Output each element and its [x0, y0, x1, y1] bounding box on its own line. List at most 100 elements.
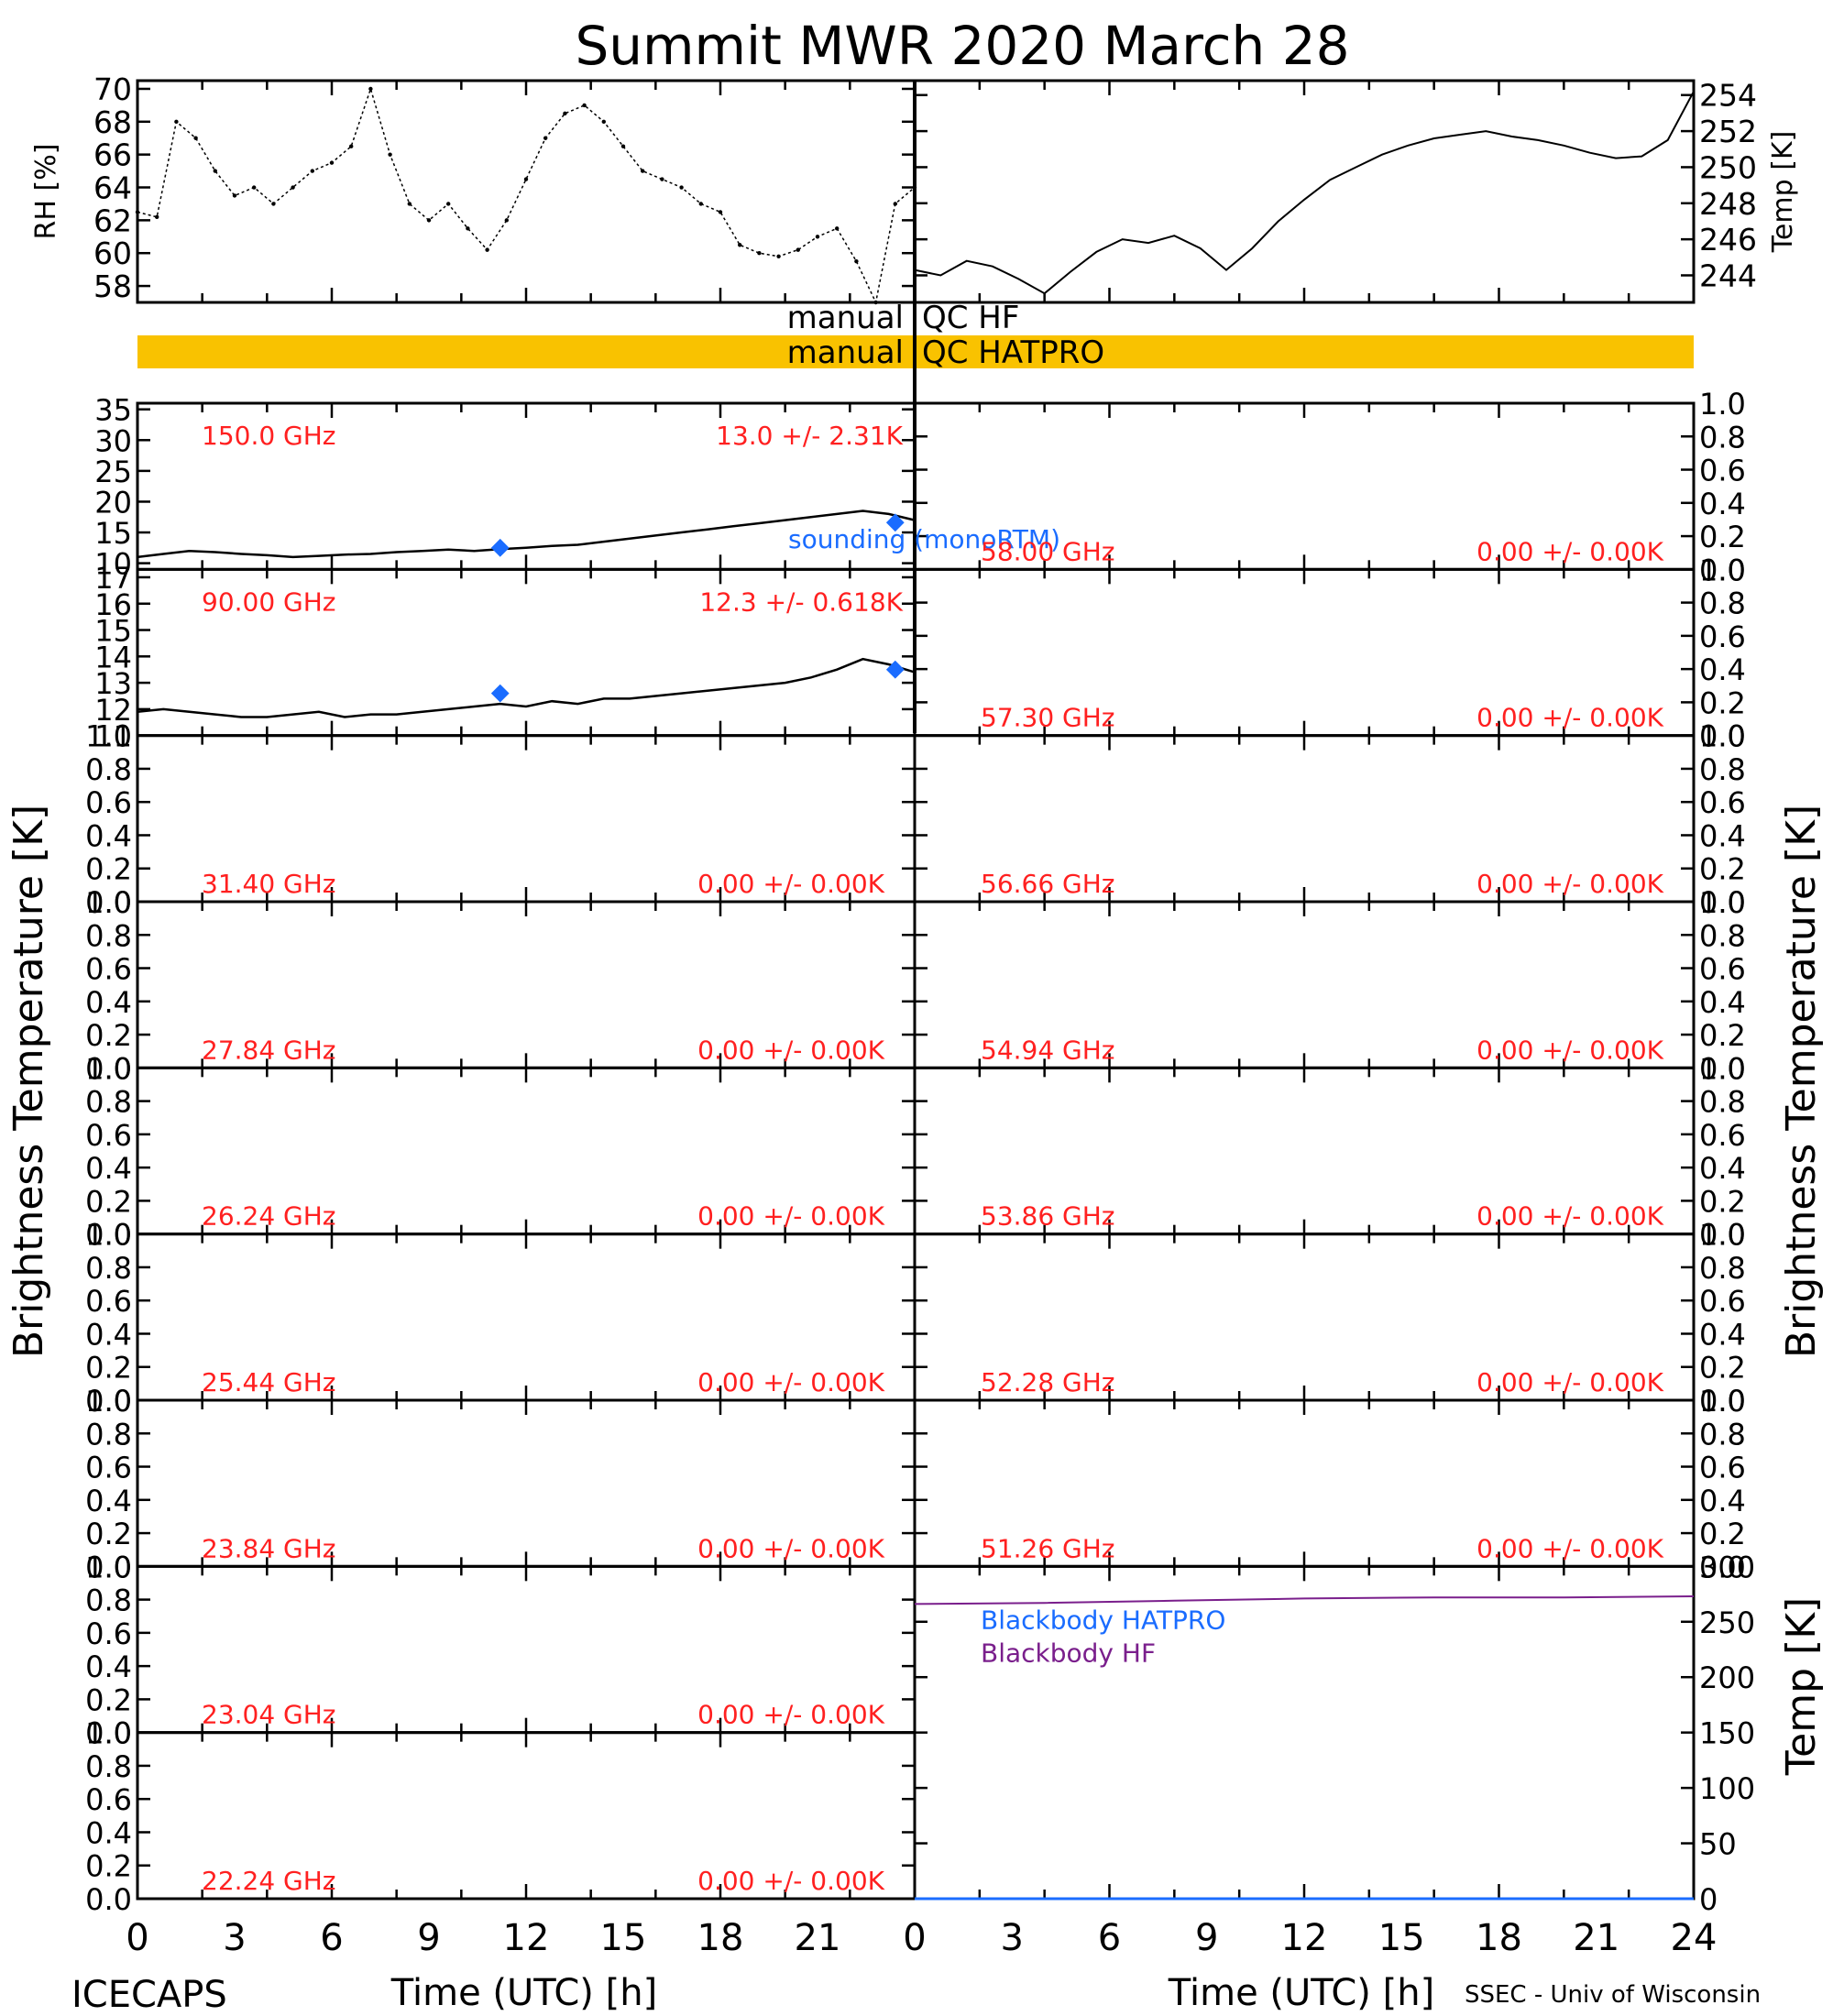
data-point	[660, 177, 664, 181]
data-point	[738, 243, 742, 247]
y-tick-label: 1.0	[85, 1218, 132, 1253]
channel-label: 56.66 GHz	[981, 869, 1115, 899]
channel-label: 25.44 GHz	[202, 1367, 336, 1397]
stats-label: 0.00 +/- 0.00K	[1476, 1201, 1663, 1232]
data-point	[193, 136, 198, 140]
data-point	[718, 210, 723, 214]
data-point	[213, 169, 217, 173]
y-tick-label: 0.0	[1699, 1051, 1746, 1086]
data-point	[893, 202, 897, 206]
channel-label: 23.04 GHz	[202, 1700, 336, 1730]
x-tick-label: 3	[223, 1917, 246, 1959]
data-point	[582, 103, 587, 108]
y-tick-label: 0.8	[85, 1583, 132, 1618]
y-tick-label: 150	[1699, 1716, 1755, 1751]
sounding-label: sounding (monoRTM)	[788, 524, 1060, 554]
y-tick-label: 0.8	[85, 918, 132, 953]
y-tick-label: 0.2	[85, 1517, 132, 1551]
stats-label: 0.00 +/- 0.00K	[697, 1367, 884, 1397]
footer-left: ICECAPS	[71, 1974, 227, 2016]
chart-title: Summit MWR 2020 March 28	[575, 15, 1349, 77]
channel-label: 22.24 GHz	[202, 1866, 336, 1896]
data-point	[873, 300, 878, 305]
y-tick-label: 66	[93, 137, 132, 173]
stats-label: 0.00 +/- 0.00K	[1476, 703, 1663, 733]
y-tick-label: 0.2	[85, 1351, 132, 1386]
x-tick-label: 21	[795, 1917, 841, 1959]
y-tick-label: 1.0	[1699, 885, 1746, 920]
y-tick-label: 0.8	[85, 1749, 132, 1784]
data-point	[698, 202, 703, 206]
stats-label: 12.3 +/- 0.618K	[699, 586, 903, 617]
rh-series	[137, 86, 916, 305]
y-tick-label: 0.2	[1699, 685, 1746, 720]
y-tick-label: 11	[94, 719, 132, 754]
stats-label: 13.0 +/- 2.31K	[716, 421, 903, 451]
y-tick-label: 0.0	[1699, 885, 1746, 920]
y-tick-label: 10	[94, 547, 132, 582]
data-point	[835, 226, 840, 231]
y-tick-label: 0.8	[1699, 918, 1746, 953]
y-tick-label: 0.8	[1699, 586, 1746, 621]
tb-left-ylabel: Brightness Temperature [K]	[5, 805, 52, 1358]
y-tick-label: 244	[1699, 257, 1757, 293]
data-point	[135, 210, 140, 214]
data-point	[815, 235, 820, 239]
y-tick-label: 0.6	[1699, 952, 1746, 987]
y-tick-label: 0.2	[85, 1184, 132, 1219]
stats-label: 0.00 +/- 0.00K	[697, 1201, 884, 1232]
panels	[135, 79, 1696, 1901]
channel-label: 31.40 GHz	[202, 869, 336, 899]
y-tick-label: 0.8	[1699, 420, 1746, 455]
data-point	[776, 254, 781, 259]
legend-blackbody-hatpro: Blackbody HATPRO	[981, 1605, 1225, 1635]
y-tick-label: 0.0	[1699, 719, 1746, 754]
y-tick-label: 200	[1699, 1660, 1755, 1695]
y-tick-label: 0.6	[85, 952, 132, 987]
x-tick-label: 0	[903, 1917, 926, 1959]
y-tick-label: 0.0	[85, 1384, 132, 1419]
y-tick-label: 0.4	[85, 818, 132, 853]
data-point	[543, 136, 548, 140]
channel-label: 51.26 GHz	[981, 1533, 1115, 1563]
y-tick-label: 50	[1699, 1827, 1737, 1862]
y-tick-label: 0.4	[85, 1815, 132, 1850]
channel-label: 150.0 GHz	[202, 421, 336, 451]
y-tick-label: 0.4	[1699, 1317, 1746, 1352]
x-tick-label: 9	[1195, 1917, 1218, 1959]
y-tick-label: 0.0	[85, 1882, 132, 1917]
y-tick-label: 14	[94, 640, 132, 674]
y-tick-label: 1.0	[85, 1550, 132, 1584]
y-tick-label: 0.2	[1699, 1018, 1746, 1053]
y-tick-label: 30	[94, 423, 132, 458]
channel-label: 90.00 GHz	[202, 586, 336, 617]
xlabel-left: Time (UTC) [h]	[390, 1972, 657, 2014]
y-tick-label: 0.2	[1699, 852, 1746, 887]
y-tick-label: 35	[94, 393, 132, 428]
data-point	[388, 152, 392, 157]
xlabel-right: Time (UTC) [h]	[1168, 1972, 1434, 2014]
x-tick-label: 9	[417, 1917, 440, 1959]
x-tick-label: 12	[1281, 1917, 1328, 1959]
y-tick-label: 0.4	[85, 1151, 132, 1186]
stats-label: 0.00 +/- 0.00K	[1476, 1367, 1663, 1397]
data-point	[232, 193, 237, 198]
stats-label: 0.00 +/- 0.00K	[697, 869, 884, 899]
data-point	[466, 226, 470, 231]
y-tick-label: 0.0	[1699, 1550, 1746, 1584]
y-tick-label: 0.4	[1699, 487, 1746, 521]
data-point	[563, 111, 567, 116]
y-tick-label: 0.2	[85, 1682, 132, 1717]
y-tick-label: 13	[94, 666, 132, 701]
rh-ylabel: RH [%]	[30, 144, 62, 240]
y-tick-label: 100	[1699, 1771, 1755, 1806]
y-tick-label: 250	[1699, 1605, 1755, 1640]
y-tick-label: 252	[1699, 114, 1757, 149]
y-tick-label: 1.0	[1699, 387, 1746, 422]
y-tick-label: 0.0	[1699, 1218, 1746, 1253]
y-tick-label: 1.0	[85, 885, 132, 920]
qc-hf-suffix: QC HF	[922, 300, 1019, 336]
data-point	[426, 218, 432, 223]
sounding-marker	[490, 538, 510, 557]
